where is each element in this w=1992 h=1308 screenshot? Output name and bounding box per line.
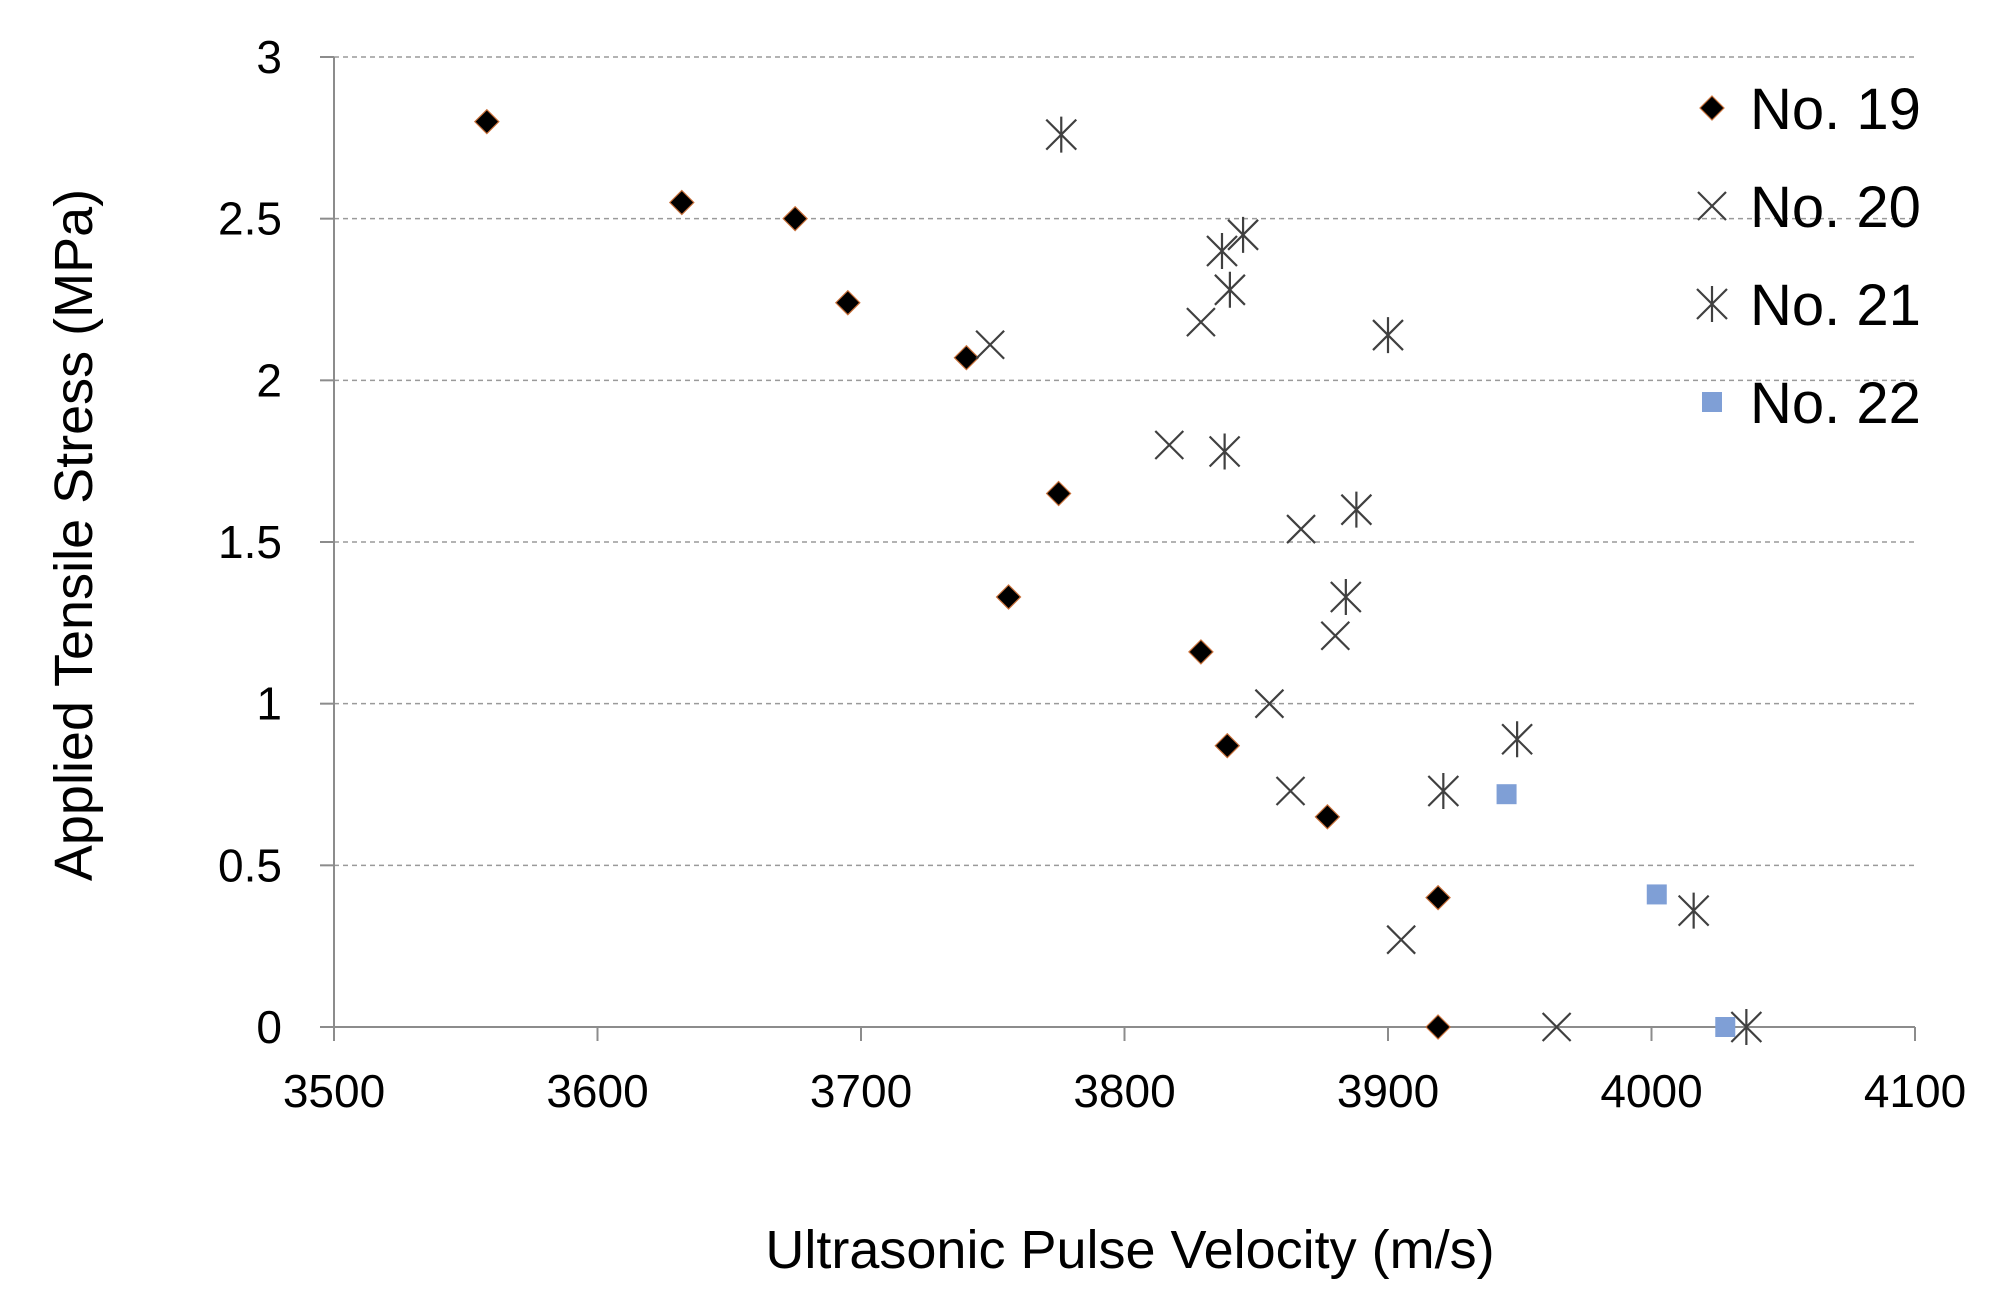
legend-label: No. 22 <box>1750 371 1921 436</box>
data-point <box>1214 732 1241 759</box>
data-point <box>1045 116 1078 153</box>
data-point <box>1427 772 1460 809</box>
gridlines <box>334 56 1915 867</box>
data-point <box>473 108 500 135</box>
legend-label: No. 21 <box>1750 273 1921 338</box>
data-point <box>1275 776 1306 806</box>
data-point <box>1227 216 1259 253</box>
data-point <box>1154 430 1185 460</box>
axes <box>320 56 1916 1041</box>
data-point <box>975 329 1005 360</box>
series-no-20 <box>975 307 1572 1042</box>
data-point <box>1425 1014 1451 1040</box>
x-tick-label: 3800 <box>1073 1065 1175 1117</box>
y-tick-label: 2 <box>256 354 282 406</box>
data-point <box>834 289 861 316</box>
data-point <box>1314 803 1341 830</box>
data-point <box>1501 721 1533 758</box>
legend-label: No. 19 <box>1750 77 1921 142</box>
data-point <box>1340 491 1373 528</box>
series-no-22 <box>1496 784 1736 1037</box>
data-point <box>1186 307 1216 337</box>
legend-entry: No. 21 <box>1696 273 1921 338</box>
y-tick-label: 2.5 <box>218 193 282 245</box>
legend-marker <box>1702 392 1722 412</box>
series-no-21 <box>1045 116 1763 1045</box>
data-point <box>1496 784 1517 805</box>
y-tick-label: 0.5 <box>218 839 282 891</box>
x-tick-label: 3700 <box>810 1065 912 1117</box>
legend-marker <box>1696 286 1728 322</box>
x-tick-label: 4000 <box>1600 1065 1702 1117</box>
data-point <box>1425 884 1451 911</box>
data-point <box>1045 480 1072 507</box>
y-tick-label: 3 <box>256 31 282 83</box>
data-point <box>1188 639 1214 665</box>
data-point <box>668 189 695 216</box>
legend-entry: No. 19 <box>1699 77 1921 142</box>
data-point <box>1206 233 1238 269</box>
x-axis-title: Ultrasonic Pulse Velocity (m/s) <box>765 1220 1494 1280</box>
y-tick-label: 1.5 <box>218 516 282 568</box>
legend-label: No. 20 <box>1750 175 1921 240</box>
y-axis-title: Applied Tensile Stress (MPa) <box>44 189 104 881</box>
data-point <box>1214 271 1246 308</box>
data-series <box>473 108 1763 1045</box>
data-point <box>1646 884 1667 905</box>
data-point <box>1286 514 1316 544</box>
data-point <box>1372 317 1404 354</box>
data-point <box>1541 1012 1572 1042</box>
data-point <box>1330 578 1362 615</box>
x-tick-label: 3600 <box>546 1065 648 1117</box>
legend-marker <box>1699 95 1725 121</box>
data-point <box>1208 433 1241 470</box>
x-tick-label: 3900 <box>1337 1065 1439 1117</box>
data-point <box>953 344 980 371</box>
legend-marker <box>1697 191 1727 221</box>
data-point <box>1254 688 1285 719</box>
x-tick-label: 3500 <box>283 1065 385 1117</box>
tick-labels: 0 0.5 1 1.5 2 2.5 3 3500 3600 3700 3800 3900 4000 410… <box>218 31 1966 1117</box>
y-tick-label: 0 <box>256 1001 282 1053</box>
y-tick-label: 1 <box>256 678 282 730</box>
data-point <box>995 584 1022 610</box>
data-point <box>1320 620 1351 651</box>
data-point <box>1386 924 1416 955</box>
data-point <box>782 205 808 232</box>
x-tick-label: 4100 <box>1864 1065 1966 1117</box>
series-no-19 <box>473 108 1451 1040</box>
data-point <box>1715 1017 1736 1037</box>
data-point <box>1730 1009 1763 1045</box>
legend: No. 19 No. 20 No. 21 No. 22 <box>1696 77 1921 436</box>
data-point <box>1677 892 1710 929</box>
legend-entry: No. 22 <box>1702 371 1921 436</box>
legend-entry: No. 20 <box>1697 175 1921 240</box>
